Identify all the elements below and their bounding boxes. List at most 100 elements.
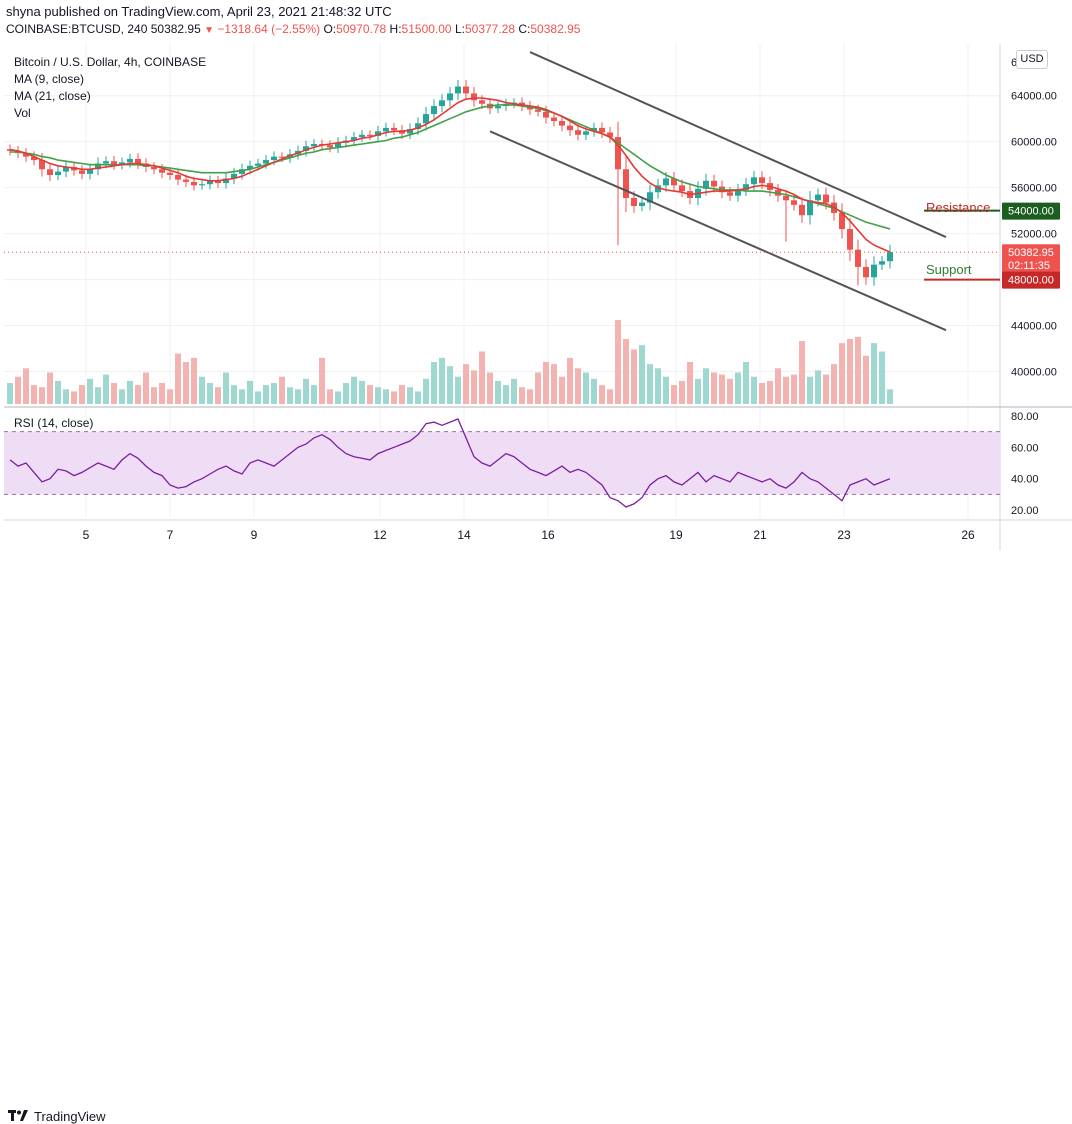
volume-bar (175, 353, 181, 404)
volume-bar (7, 383, 13, 404)
candle-body (263, 160, 269, 164)
publish-info: shyna published on TradingView.com, Apri… (6, 4, 392, 19)
volume-bar (439, 357, 445, 404)
volume-bar (591, 378, 597, 404)
volume-bar (535, 372, 541, 404)
volume-bar (247, 380, 253, 404)
candle-body (623, 169, 629, 198)
legend-vol[interactable]: Vol (14, 106, 31, 120)
tradingview-brand[interactable]: TradingView (34, 1109, 106, 1124)
legend-ma9[interactable]: MA (9, close) (14, 72, 85, 86)
rsi-axis-label: 80.00 (1011, 411, 1039, 423)
candle-body (351, 137, 357, 141)
channel-lower-line (489, 130, 947, 332)
volume-bar (55, 380, 61, 404)
candle-body (471, 93, 477, 101)
chart-header: shyna published on TradingView.com, Apri… (0, 0, 1072, 44)
volume-bar (191, 357, 197, 404)
volume-bar (39, 387, 45, 404)
legend-title[interactable]: Bitcoin / U.S. Dollar, 4h, COINBASE (14, 55, 207, 69)
high-value: 51500.00 (401, 22, 452, 36)
volume-bar (543, 362, 549, 404)
candle-body (559, 120, 565, 126)
support-tag (1002, 271, 1060, 289)
volume-bar (63, 389, 69, 404)
volume-bar (47, 372, 53, 404)
volume-bar (303, 378, 309, 404)
candle-body (167, 172, 173, 176)
candle-body (599, 127, 605, 133)
volume-bar (255, 391, 261, 404)
volume-bar (847, 338, 853, 404)
legend-ma21[interactable]: MA (21, close) (14, 89, 91, 103)
candle-body (135, 158, 141, 164)
volume-bar (159, 383, 165, 404)
candle-body (127, 158, 133, 163)
time-axis-label: 26 (961, 528, 975, 542)
candle-body (375, 131, 381, 136)
volume-bar (287, 387, 293, 404)
support-tag-text: 48000.00 (1008, 275, 1054, 287)
price-chart[interactable]: 40000.00 44000.00 48000.00 52000.00 56000.00… (0, 44, 1072, 550)
footer: TradingView (0, 552, 1072, 1124)
open-label: O: (323, 22, 337, 36)
currency-button[interactable]: USD (1016, 50, 1048, 69)
volume-bar (119, 389, 125, 404)
candle-body (655, 185, 661, 193)
volume-bar (863, 355, 869, 404)
open-value: 50970.78 (336, 22, 387, 36)
candle-body (407, 129, 413, 134)
rsi-legend[interactable]: RSI (14, close) (14, 416, 94, 430)
volume-bar (839, 343, 845, 404)
candle-body (431, 106, 437, 115)
candle-body (855, 249, 861, 267)
volume-bar (415, 391, 421, 404)
volume-bar (455, 376, 461, 404)
candle-body (823, 194, 829, 203)
candle-body (495, 106, 501, 109)
change-value: −1318.64 (−2.55%) (217, 22, 321, 36)
volume-bar (855, 336, 861, 404)
candle-body (679, 185, 685, 192)
rsi-axis-label: 20.00 (1011, 505, 1039, 517)
volume-bar (359, 380, 365, 404)
candle-body (463, 86, 469, 94)
tradingview-logo-icon[interactable] (8, 1109, 28, 1123)
volume-bar (583, 372, 589, 404)
volume-bar (767, 380, 773, 404)
candle-body (159, 169, 165, 173)
price-axis-label: 40000.00 (1011, 367, 1057, 379)
candle-body (391, 127, 397, 131)
candle-body (311, 143, 317, 147)
volume-bar (495, 380, 501, 404)
candle-body (583, 131, 589, 135)
volume-bar (423, 378, 429, 404)
channel-upper-line (529, 51, 947, 238)
candle-body (791, 200, 797, 205)
volume-bar (367, 385, 373, 404)
candle-body (879, 261, 885, 265)
volume-bar (807, 376, 813, 404)
last-price-tag-text: 50382.95 (1008, 247, 1054, 259)
volume-bar (743, 362, 749, 404)
candle-body (183, 179, 189, 182)
candle-body (447, 93, 453, 101)
volume-bar (887, 389, 893, 404)
volume-bar (879, 351, 885, 404)
volume-bar (871, 343, 877, 404)
candle-body (639, 202, 645, 207)
volume-bar (15, 376, 21, 404)
volume-bar (695, 378, 701, 404)
volume-bar (31, 385, 37, 404)
volume-bar (79, 385, 85, 404)
volume-bar (223, 372, 229, 404)
volume-bar (647, 364, 653, 404)
time-axis-label: 12 (373, 528, 387, 542)
candle-body (607, 132, 613, 138)
candle-body (303, 146, 309, 151)
volume-bar (575, 368, 581, 404)
volume-bar (751, 376, 757, 404)
candle-body (847, 229, 853, 250)
volume-bar (23, 368, 29, 404)
candle-body (215, 180, 221, 184)
